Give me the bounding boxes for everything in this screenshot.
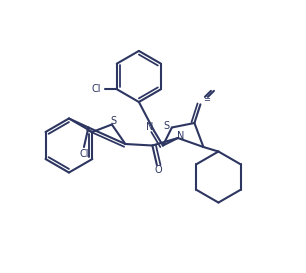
Text: S: S (110, 116, 116, 126)
Text: O: O (155, 165, 162, 176)
Text: N: N (177, 130, 184, 141)
Text: =: = (203, 95, 210, 104)
Text: N: N (146, 122, 153, 132)
Text: Cl: Cl (79, 149, 89, 159)
Text: Cl: Cl (91, 84, 101, 94)
Text: S: S (163, 121, 170, 131)
